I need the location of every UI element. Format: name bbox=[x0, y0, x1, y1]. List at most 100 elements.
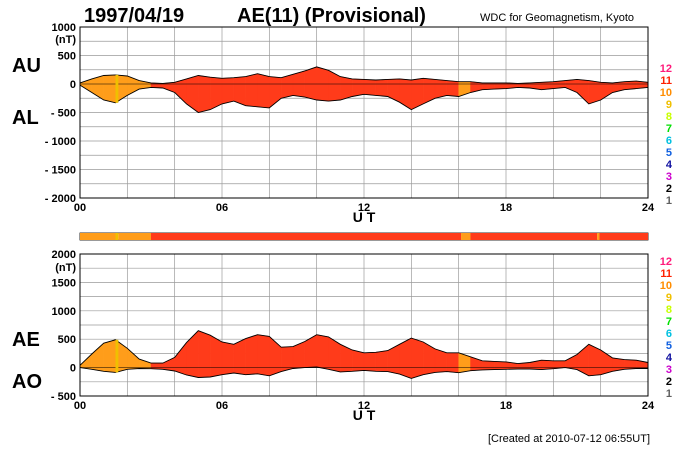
y-tick-label: 0 bbox=[70, 363, 76, 375]
au-al-fill-segment bbox=[257, 73, 270, 109]
coverage-segment bbox=[118, 233, 151, 240]
coverage-segment bbox=[597, 233, 600, 240]
ae-ao-plot-frame bbox=[79, 253, 649, 397]
y-tick-label: 500 bbox=[58, 51, 76, 63]
ae-ao-fill-segment bbox=[363, 352, 377, 372]
station-count-label: 3 bbox=[666, 171, 672, 183]
station-count-label: 11 bbox=[660, 75, 672, 87]
au-al-fill-segment bbox=[422, 78, 436, 105]
created-timestamp: [Created at 2010-07-12 06:55UT] bbox=[488, 433, 650, 445]
ae-ao-fill-segment bbox=[221, 341, 235, 375]
station-count-label: 10 bbox=[660, 87, 672, 99]
station-count-label: 2 bbox=[666, 183, 672, 195]
station-count-label: 6 bbox=[666, 328, 672, 340]
ao-series-label: AO bbox=[12, 371, 42, 393]
au-al-fill-segment bbox=[233, 76, 246, 106]
au-al-fill-segment bbox=[387, 78, 400, 103]
ae-ao-unit-label: (nT) bbox=[55, 262, 76, 274]
coverage-segment bbox=[151, 233, 462, 240]
y-tick-label: 0 bbox=[70, 79, 76, 91]
au-al-x-axis-label: U T bbox=[353, 209, 376, 225]
ae-ao-fill-segment bbox=[493, 361, 507, 370]
x-tick-label: 24 bbox=[642, 202, 655, 214]
ae-ao-fill-segment bbox=[564, 354, 578, 370]
station-count-label: 1 bbox=[666, 388, 672, 400]
station-count-label: 3 bbox=[666, 364, 672, 376]
ae-ao-fill-segment bbox=[174, 342, 187, 376]
x-tick-label: 06 bbox=[216, 202, 228, 214]
x-tick-label: 18 bbox=[500, 202, 512, 214]
au-al-fill-segment bbox=[564, 79, 578, 93]
x-tick-label: 00 bbox=[74, 400, 86, 412]
y-tick-label: 1000 bbox=[52, 22, 76, 34]
ae-ao-fill-segment bbox=[91, 342, 104, 372]
au-al-fill-segment bbox=[600, 82, 613, 101]
ae-ao-fill-segment bbox=[233, 338, 246, 375]
station-count-label: 9 bbox=[666, 292, 672, 304]
au-al-fill-segment bbox=[363, 79, 377, 96]
al-series-line bbox=[79, 84, 649, 113]
x-tick-label: 18 bbox=[500, 400, 512, 412]
station-count-label: 5 bbox=[666, 340, 672, 352]
ae-ao-fill-segment bbox=[387, 343, 400, 375]
ae-ao-fill-segment bbox=[304, 334, 317, 368]
al-series-label: AL bbox=[12, 107, 39, 129]
ae-ao-station-markers bbox=[115, 339, 119, 373]
x-tick-label: 00 bbox=[74, 202, 86, 214]
y-tick-label: 1500 bbox=[52, 277, 76, 289]
au-al-station-markers bbox=[115, 74, 119, 103]
ae-ao-fill-segment bbox=[198, 330, 211, 378]
chart-title: AE(11) (Provisional) bbox=[237, 5, 426, 27]
au-al-fill-segment bbox=[351, 78, 365, 97]
station-count-label: 7 bbox=[666, 316, 672, 328]
coverage-segment bbox=[80, 233, 116, 240]
au-al-plot-frame bbox=[79, 26, 649, 199]
ae-ao-fill-segment bbox=[127, 347, 140, 370]
coverage-segment bbox=[470, 233, 598, 240]
y-tick-label: - 1000 bbox=[45, 136, 76, 148]
station-count-label: 8 bbox=[666, 111, 672, 123]
ae-ao-fill-segment bbox=[375, 350, 388, 372]
ae-ao-lines bbox=[79, 330, 649, 379]
x-tick-label: 24 bbox=[642, 400, 655, 412]
station-count-label: 12 bbox=[660, 256, 672, 268]
ae-ao-fill-segment bbox=[186, 330, 199, 378]
station-count-label: 2 bbox=[666, 376, 672, 388]
au-al-fill-segment bbox=[328, 69, 341, 102]
y-tick-label: - 500 bbox=[51, 391, 76, 403]
y-tick-label: 500 bbox=[58, 334, 76, 346]
station-count-label: 11 bbox=[660, 268, 672, 280]
au-al-fill-segment bbox=[198, 75, 211, 113]
station-change-marker bbox=[115, 339, 119, 373]
ae-ao-fill-segment bbox=[624, 359, 637, 370]
ae-ao-fill-segment bbox=[399, 337, 412, 379]
ae-ao-fill-segment bbox=[351, 349, 365, 372]
coverage-segment bbox=[115, 233, 119, 240]
ae-ao-gridlines bbox=[80, 254, 648, 396]
au-al-fill-segment bbox=[446, 80, 459, 97]
au-al-gridlines bbox=[80, 27, 648, 198]
au-al-unit-label: (nT) bbox=[55, 34, 76, 46]
ae-ao-fill-segment bbox=[541, 360, 554, 370]
au-al-x-tick-labels: 00 06 12 18 24 bbox=[74, 202, 655, 214]
au-series-line bbox=[79, 66, 649, 84]
ae-ao-x-axis-label: U T bbox=[353, 407, 376, 423]
ae-ao-fill-segment bbox=[245, 334, 258, 375]
au-al-fill-segment bbox=[340, 76, 353, 101]
au-al-fill-segment bbox=[245, 73, 258, 108]
ae-ao-x-tick-labels: 00 06 12 18 24 bbox=[74, 400, 655, 412]
coverage-segment bbox=[461, 233, 471, 240]
station-count-label: 8 bbox=[666, 304, 672, 316]
station-count-label: 4 bbox=[666, 352, 673, 364]
x-tick-label: 12 bbox=[358, 202, 370, 214]
y-tick-label: - 1500 bbox=[45, 165, 76, 177]
coverage-segment bbox=[599, 233, 648, 240]
y-tick-label: 1000 bbox=[52, 306, 76, 318]
station-count-label: 12 bbox=[660, 63, 672, 75]
station-count-label: 5 bbox=[666, 147, 672, 159]
source-label: WDC for Geomagnetism, Kyoto bbox=[480, 12, 634, 24]
ae-ao-fill-segment bbox=[328, 336, 341, 373]
au-al-fill-segment bbox=[186, 75, 199, 113]
